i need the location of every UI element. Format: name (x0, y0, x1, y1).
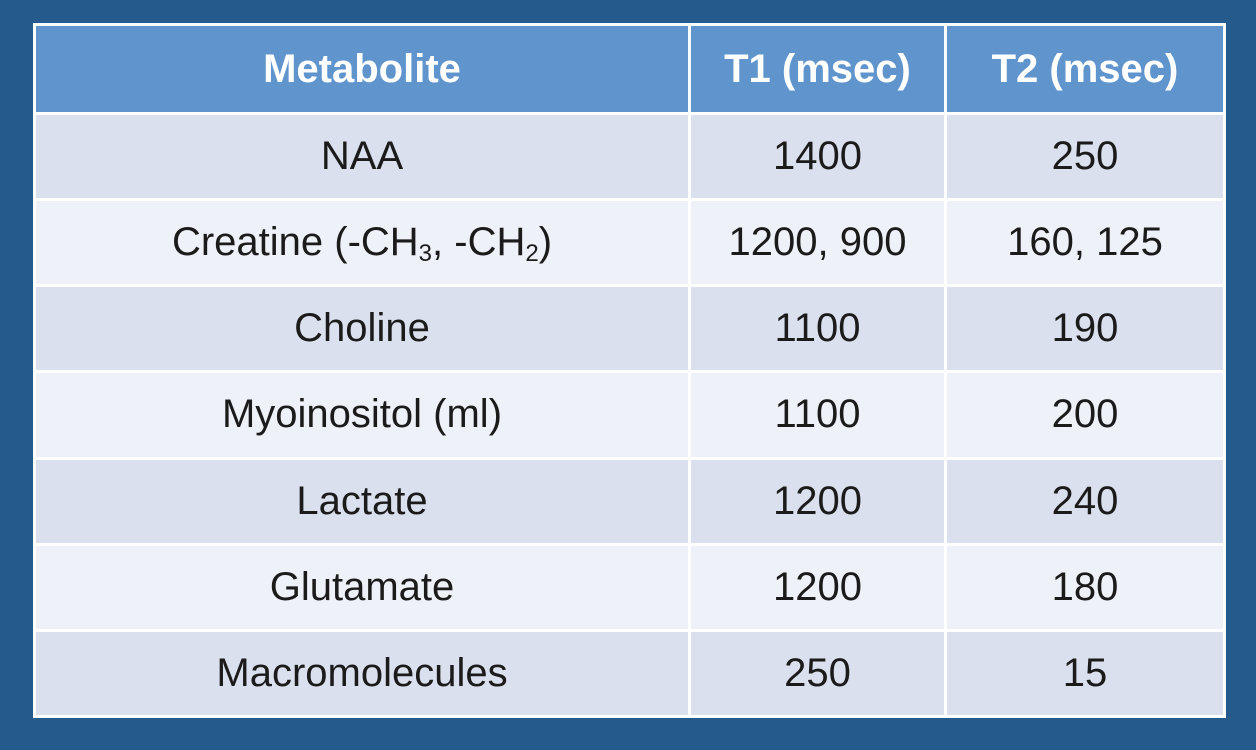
header-t1: T1 (msec) (688, 23, 947, 115)
cell-t1: 1400 (688, 111, 947, 202)
table-row: Glutamate 1200 180 (33, 542, 1226, 632)
metabolite-text: ) (538, 220, 553, 265)
table-row: Creatine (-CH3, -CH2) 1200, 900 160, 125 (33, 198, 1226, 288)
cell-t2: 240 (944, 456, 1226, 546)
cell-metabolite: NAA (33, 111, 691, 202)
metabolite-table-frame: Metabolite T1 (msec) T2 (msec) NAA 1400 … (33, 23, 1226, 719)
cell-t1: 1200, 900 (688, 198, 947, 288)
cell-t2: 190 (944, 284, 1226, 374)
metabolite-text: Creatine (-CH (171, 220, 419, 265)
cell-t2: 180 (944, 542, 1226, 632)
cell-t2: 15 (944, 628, 1226, 719)
metabolite-text: , -CH (432, 220, 526, 265)
cell-t1: 1100 (688, 370, 947, 460)
table-row: NAA 1400 250 (33, 111, 1226, 202)
cell-t1: 1100 (688, 284, 947, 374)
cell-t1: 1200 (688, 456, 947, 546)
cell-t2: 160, 125 (944, 198, 1226, 288)
cell-metabolite: Choline (33, 284, 691, 374)
header-t2: T2 (msec) (944, 23, 1226, 115)
cell-t1: 250 (688, 628, 947, 719)
cell-t1: 1200 (688, 542, 947, 632)
subscript: 3 (418, 240, 433, 268)
table-row: Macromolecules 250 15 (33, 628, 1226, 719)
cell-metabolite: Creatine (-CH3, -CH2) (33, 198, 691, 288)
table-row: Lactate 1200 240 (33, 456, 1226, 546)
table-header-row: Metabolite T1 (msec) T2 (msec) (33, 23, 1226, 115)
table-row: Choline 1100 190 (33, 284, 1226, 374)
cell-metabolite: Lactate (33, 456, 691, 546)
cell-t2: 200 (944, 370, 1226, 460)
cell-metabolite: Macromolecules (33, 628, 691, 719)
cell-metabolite: Myoinositol (ml) (33, 370, 691, 460)
metabolite-relaxation-table: Metabolite T1 (msec) T2 (msec) NAA 1400 … (33, 23, 1226, 719)
table-row: Myoinositol (ml) 1100 200 (33, 370, 1226, 460)
cell-metabolite: Glutamate (33, 542, 691, 632)
subscript: 2 (525, 240, 539, 268)
cell-t2: 250 (944, 111, 1226, 202)
header-metabolite: Metabolite (33, 23, 691, 115)
